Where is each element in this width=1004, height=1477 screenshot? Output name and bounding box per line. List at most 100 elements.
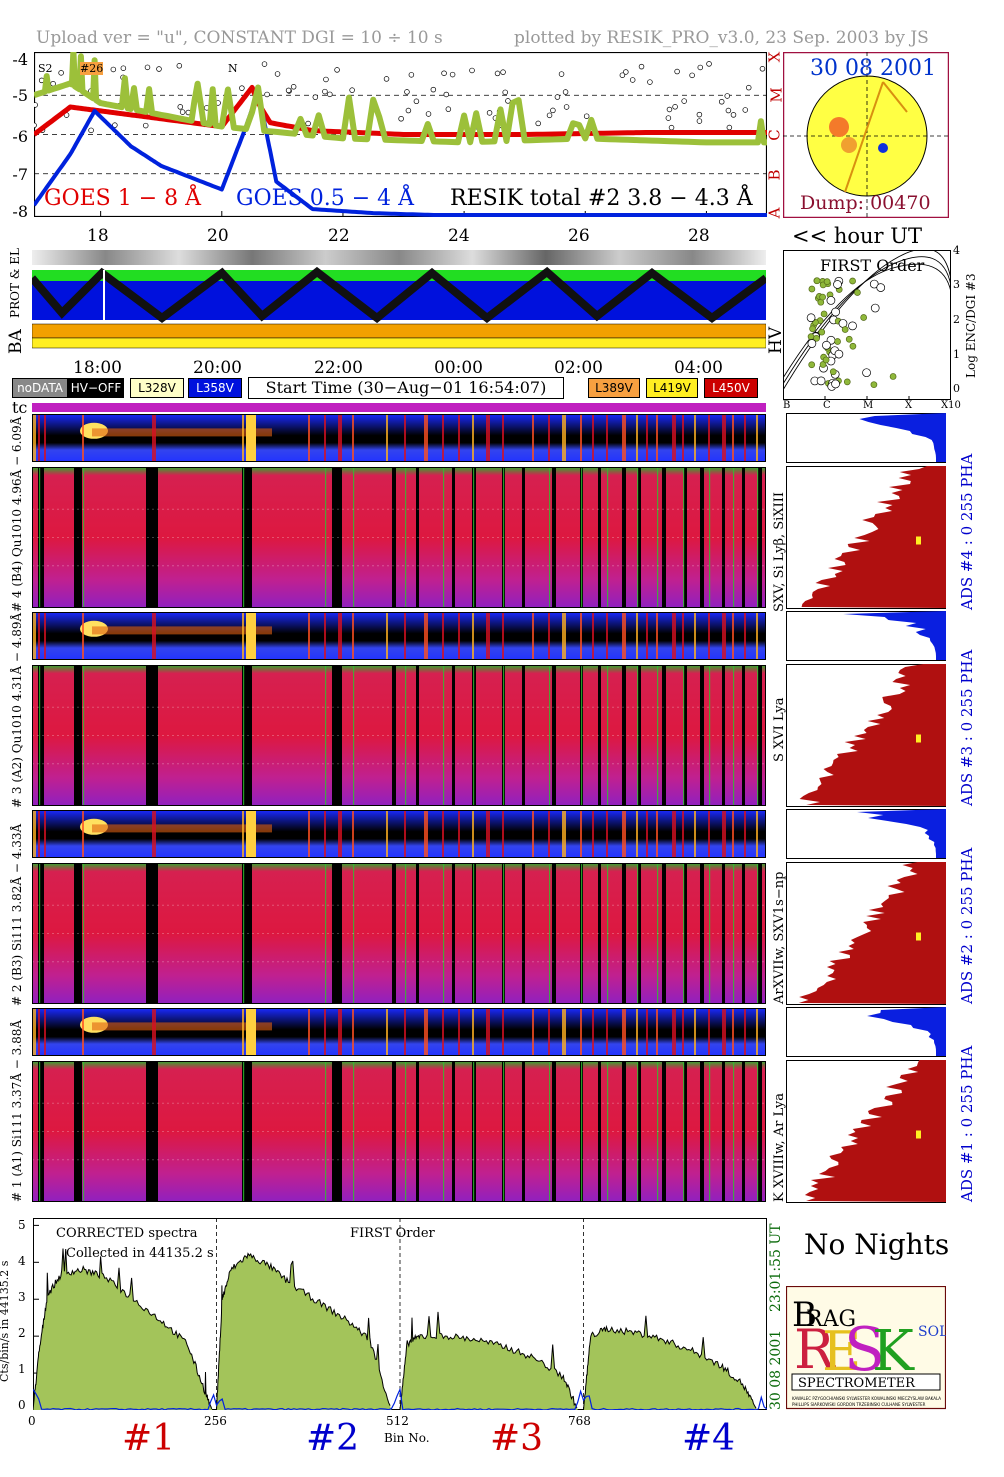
det-spec-line	[473, 1061, 475, 1202]
det-strip-line	[32, 1008, 36, 1056]
resik-point	[176, 63, 183, 69]
resik-point	[666, 106, 673, 113]
resik-point	[629, 77, 636, 83]
det-strip-line	[694, 810, 696, 858]
det-strip-line	[32, 612, 36, 660]
det-strip-flare-tail	[92, 1022, 272, 1031]
det-strip-line	[38, 612, 40, 660]
det-spec-line	[243, 863, 245, 1004]
tc-bar	[32, 403, 766, 412]
resik-point	[327, 91, 333, 98]
det-gap	[522, 467, 525, 608]
ads-marker	[916, 536, 921, 545]
spectrum-y-tick: 4	[18, 1254, 26, 1268]
det2-spectrogram	[32, 863, 766, 1004]
det4-ads: ADS #4 : 0 255 PHA	[958, 453, 976, 610]
det-spec-line	[503, 467, 505, 608]
scatter-point	[808, 361, 816, 369]
goes-label-resik: RESIK total #2 3.8 − 4.3 Å	[450, 186, 753, 211]
scatter-point	[845, 335, 853, 343]
det-spec-line	[757, 467, 759, 608]
pha-histogram	[859, 413, 946, 462]
det-gap	[662, 665, 666, 806]
det-spec-line	[657, 665, 659, 806]
det-strip-line	[458, 810, 460, 858]
resik-point	[334, 67, 340, 73]
scatter-point	[819, 361, 827, 368]
resik-point	[274, 71, 281, 77]
det4-time-strip	[32, 414, 766, 462]
det-strip-line	[744, 612, 746, 660]
sun-region-large	[829, 117, 849, 137]
sun-date: 30 08 2001	[810, 56, 936, 81]
resik-point	[312, 94, 319, 100]
svg-text:RAG: RAG	[806, 1307, 856, 1332]
goes-label-05-4: GOES 0.5 − 4 Å	[236, 186, 415, 211]
det-gap	[662, 1061, 666, 1202]
det-strip-peak	[246, 810, 256, 858]
scatter-point	[833, 280, 842, 289]
det-spec-line	[443, 1061, 445, 1202]
det-strip-line	[502, 414, 504, 462]
det2-pha-hist	[786, 809, 946, 859]
resik-point	[696, 111, 703, 118]
det-gap	[700, 665, 704, 806]
scatter-point	[870, 381, 878, 389]
resik-point	[583, 113, 590, 119]
scatter-point	[870, 303, 880, 313]
resik-point	[408, 72, 415, 78]
det-gap	[452, 665, 455, 806]
ads-histogram	[799, 664, 946, 806]
scatter-point	[822, 356, 830, 364]
label-ba: BA	[6, 329, 26, 354]
resik-point	[441, 70, 447, 76]
resik-point	[563, 104, 570, 110]
det-gap	[392, 467, 396, 608]
resik-point	[323, 76, 329, 83]
scatter-point	[823, 278, 831, 285]
sun-pointer-line	[844, 81, 884, 193]
det-strip-flare-tail	[92, 824, 272, 833]
time-tick: 04:00	[674, 358, 723, 378]
scatter-point	[889, 373, 897, 380]
resik-point	[142, 122, 149, 129]
det-strip-line	[708, 810, 710, 858]
svg-text:KAWALEC PZYGOCHIANSKI SYLWESTE: KAWALEC PZYGOCHIANSKI SYLWESTER KOWALINS…	[792, 1396, 941, 1401]
det-spec-line	[83, 665, 85, 806]
det-gap	[416, 1061, 419, 1202]
det-spec-line	[39, 1061, 41, 1202]
scatter-x-tick: B	[783, 400, 791, 411]
resik-point	[398, 115, 404, 122]
scatter-point	[808, 285, 816, 293]
goes-x-tick: 26	[568, 226, 590, 246]
resik-point	[405, 107, 412, 114]
det-spec-line	[757, 1061, 759, 1202]
det-strip-frame	[32, 1008, 766, 1056]
det1-pha-hist	[786, 1007, 946, 1057]
resik-point	[668, 124, 675, 131]
spectrum-baseline	[33, 1387, 767, 1410]
det4-spectrogram	[32, 467, 766, 608]
goes-x-axis: 18 20 22 24 26 28	[34, 226, 767, 248]
det-strip-line	[502, 1008, 504, 1056]
det-gap	[452, 863, 455, 1004]
goes-series-3	[34, 52, 767, 146]
det-strip-line	[656, 1008, 658, 1056]
det-strip-line	[562, 810, 566, 858]
det-strip-line	[242, 810, 244, 858]
corrected-spectrum-plot	[33, 1218, 767, 1410]
resik-point	[502, 89, 508, 96]
det-strip-line	[338, 1008, 342, 1056]
scatter-point	[849, 277, 856, 285]
det-strip-line	[562, 414, 566, 462]
scatter-point	[813, 277, 821, 285]
goes-y-tick: -4	[12, 50, 28, 69]
det-gap	[622, 467, 626, 608]
det-strip-line	[756, 810, 758, 858]
goes-class-tick: B	[765, 169, 784, 181]
det-gap	[522, 863, 525, 1004]
det-strip-line	[152, 810, 156, 858]
sun-region-medium	[841, 137, 857, 153]
scatter-point	[834, 338, 841, 345]
det-strip-line	[424, 1008, 428, 1056]
